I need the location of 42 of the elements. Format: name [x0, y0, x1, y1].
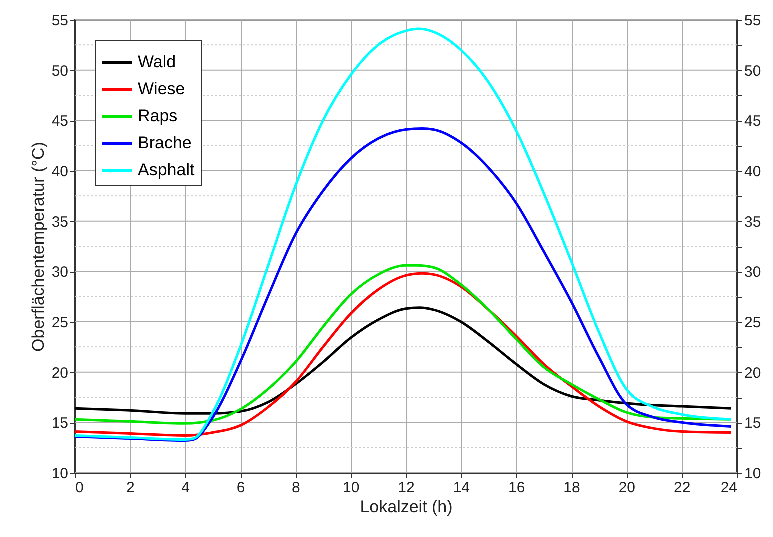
x-tick-label: 24 [720, 480, 738, 496]
y2-tick-label: 20 [744, 364, 762, 382]
x-tick-label: 2 [126, 480, 135, 496]
x-tick-label: 18 [564, 480, 580, 496]
y-axis-title: Oberflächentemperatur (°C) [28, 142, 48, 352]
x-tick-label: 16 [508, 480, 526, 496]
y2-tick-label: 55 [744, 12, 762, 30]
y-tick-label: 50 [52, 62, 68, 80]
line-series [74, 306, 733, 415]
x-tick-label: 22 [674, 480, 691, 496]
y-tick-label: 20 [52, 364, 68, 382]
y2-tick-label: 40 [744, 164, 762, 180]
y-tick-label: 45 [52, 113, 68, 130]
y2-tick-label: 25 [744, 314, 762, 332]
y-tick-label: 40 [52, 164, 68, 180]
x-axis-title: Lokalzeit (h) [360, 498, 453, 516]
x-tick-label: 20 [618, 480, 636, 496]
legend-label: Wiese [138, 80, 186, 98]
y-tick-label: 10 [52, 466, 68, 482]
x-tick-label: 12 [398, 480, 415, 496]
legend-label: Brache [138, 134, 192, 152]
y2-tick-label: 30 [744, 264, 762, 282]
y-tick-label: 55 [52, 12, 68, 30]
legend-label: Wald [138, 52, 176, 72]
y2-tick-label: 10 [744, 466, 762, 482]
y2-tick-label: 15 [744, 415, 762, 432]
legend-label: Asphalt [138, 160, 195, 180]
x-tick-label: 10 [342, 480, 360, 496]
x-tick-label: 8 [292, 480, 300, 496]
y2-tick-label: 50 [744, 62, 762, 80]
x-tick-label: 14 [453, 480, 470, 496]
y2-tick-label: 35 [744, 214, 762, 231]
x-tick-label: 6 [236, 480, 246, 496]
x-tick-label: 0 [76, 480, 84, 496]
legend-label: Raps [138, 106, 178, 126]
y2-tick-label: 45 [744, 113, 762, 130]
y-tick-label: 15 [52, 415, 68, 432]
x-tick-label: 4 [182, 480, 190, 496]
y-tick-label: 25 [52, 314, 68, 332]
line-series [74, 28, 733, 442]
y-tick-label: 35 [52, 214, 68, 231]
y-tick-label: 30 [52, 264, 68, 282]
